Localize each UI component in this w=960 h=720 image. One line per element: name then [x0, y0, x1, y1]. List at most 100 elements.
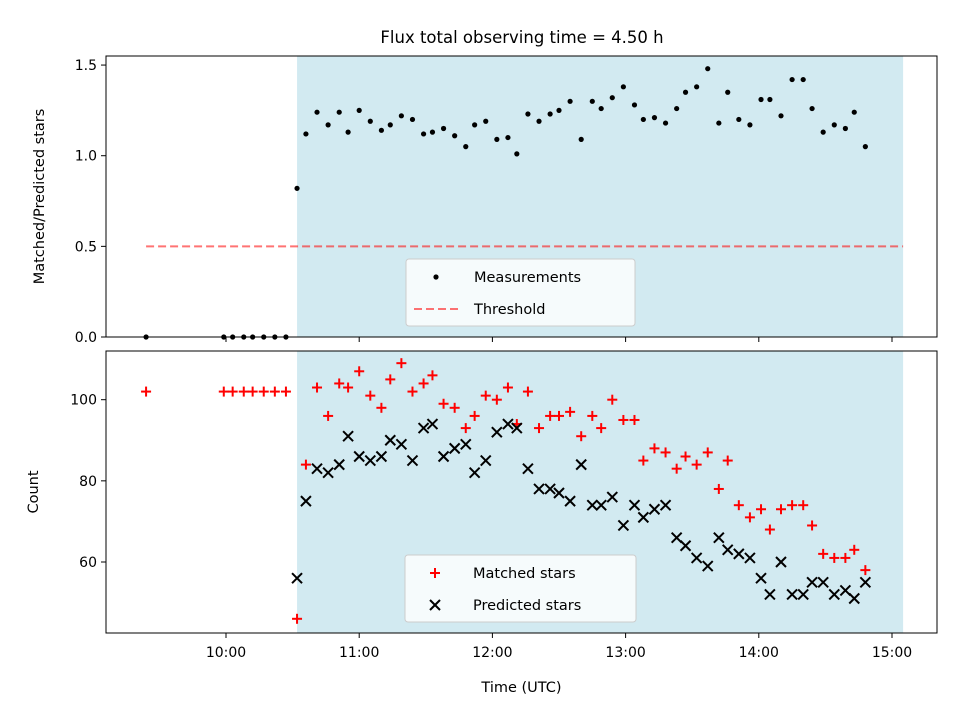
x-stroke-b	[828, 588, 840, 601]
x-stroke-b	[375, 450, 388, 463]
predicted-star-point	[722, 544, 734, 556]
measurement-point	[631, 102, 638, 108]
measurement-point	[662, 120, 669, 126]
x-stroke-b	[333, 458, 345, 471]
x-stroke-b	[670, 531, 683, 544]
predicted-star-point	[670, 531, 683, 544]
predicted-star-point	[460, 438, 472, 451]
x-stroke-b	[797, 588, 809, 601]
measurement-point	[367, 118, 373, 124]
matched-stars-series	[141, 358, 871, 624]
matched-star-point	[840, 552, 851, 563]
bottom-axes-frame	[105, 350, 938, 634]
predicted-star-point	[564, 495, 576, 507]
legend-measurements-marker	[433, 274, 439, 280]
predicted-star-point	[648, 503, 661, 515]
x-tick-label: 15:00	[872, 645, 912, 661]
measurement-point	[345, 129, 351, 135]
measurement-point	[547, 111, 553, 117]
measurement-point	[536, 118, 542, 124]
matched-star-point	[629, 414, 640, 425]
top-panel: 0.0 0.5 1.0 1.5 Matched/Predicted stars Mea…	[32, 55, 938, 346]
measurement-point	[598, 105, 604, 112]
x-axis-label: Time (UTC)	[480, 680, 561, 696]
matched-star-point	[596, 423, 607, 434]
predicted-star-point	[511, 422, 523, 434]
measurement-point	[578, 136, 584, 142]
x-stroke-b	[755, 572, 767, 584]
x-tick-label: 14:00	[739, 645, 779, 661]
x-tick-label: 11:00	[339, 645, 379, 661]
measurement-point	[452, 133, 458, 139]
matched-star-point	[354, 366, 365, 377]
top-x-ticks	[225, 337, 893, 342]
x-stroke-b	[817, 576, 829, 588]
measurement-point	[556, 107, 562, 113]
predicted-star-point	[406, 454, 419, 467]
matched-star-point	[607, 394, 618, 405]
matched-star-point	[764, 524, 775, 535]
matched-star-point	[449, 402, 460, 413]
measurement-point	[314, 109, 320, 115]
x-tick-label: 10:00	[206, 645, 246, 661]
predicted-star-point	[848, 592, 860, 605]
top-axes-frame	[105, 55, 938, 338]
matched-star-point	[247, 386, 258, 397]
x-stroke-b	[713, 531, 725, 544]
measurement-point	[767, 96, 773, 103]
matched-star-point	[334, 378, 345, 389]
measurement-point	[620, 84, 626, 90]
x-tick-label: 13:00	[605, 645, 645, 661]
x-stroke-b	[384, 434, 396, 446]
x-stroke-b	[300, 495, 312, 507]
predicted-star-point	[637, 511, 650, 524]
predicted-star-point	[468, 467, 481, 479]
matched-star-point	[576, 431, 587, 442]
predicted-star-point	[679, 540, 692, 552]
matched-star-point	[258, 386, 269, 397]
x-stroke-b	[480, 454, 492, 467]
matched-star-point	[376, 402, 387, 413]
matched-star-point	[469, 410, 480, 421]
top-y-axis: 0.0 0.5 1.0 1.5	[75, 58, 106, 346]
measurement-point	[356, 107, 362, 113]
measurement-point	[651, 115, 658, 121]
predicted-stars-series	[291, 418, 872, 605]
predicted-star-point	[797, 588, 809, 601]
x-stroke-b	[606, 491, 618, 503]
predicted-star-point	[544, 483, 556, 495]
measurement-point	[820, 129, 826, 135]
predicted-star-point	[553, 487, 565, 499]
matched-star-point	[713, 483, 724, 494]
matched-star-point	[343, 382, 354, 393]
predicted-star-point	[628, 499, 641, 511]
bottom-panel: 60 80 100 10:00 11:00 12:00 13:00 14:00 15:00 C…	[26, 350, 938, 696]
predicted-star-point	[817, 576, 829, 588]
x-stroke-b	[575, 458, 587, 471]
matched-star-point	[218, 386, 229, 397]
legend-label: Measurements	[474, 270, 581, 286]
predicted-star-point	[533, 483, 545, 495]
measurement-point	[851, 109, 857, 115]
x-stroke-b	[364, 454, 377, 467]
measurement-point	[429, 129, 436, 135]
measurement-point	[831, 122, 837, 128]
measurement-point	[398, 113, 404, 119]
predicted-star-point	[617, 519, 630, 532]
legend-label: Predicted stars	[473, 598, 581, 614]
matched-star-point	[565, 406, 576, 417]
matched-star-point	[545, 410, 556, 421]
y-tick-label: 1.5	[75, 58, 97, 74]
measurement-point	[440, 125, 447, 132]
predicted-star-point	[342, 430, 354, 442]
x-stroke-b	[806, 576, 818, 588]
predicted-star-point	[786, 588, 798, 601]
matched-star-point	[638, 455, 649, 466]
matched-star-point	[744, 512, 755, 523]
measurement-point	[589, 98, 595, 104]
predicted-star-point	[764, 588, 776, 601]
measurement-point	[789, 76, 795, 83]
matched-star-point	[407, 386, 418, 397]
x-stroke-b	[648, 503, 661, 515]
predicted-star-point	[828, 588, 840, 601]
